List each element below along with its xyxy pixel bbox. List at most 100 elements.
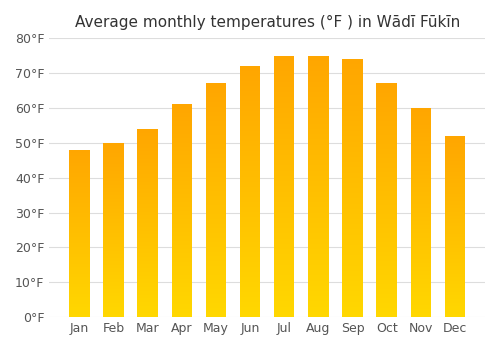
Bar <box>240 312 260 315</box>
Bar <box>376 294 397 296</box>
Bar <box>410 152 431 154</box>
Bar <box>444 152 465 154</box>
Bar <box>104 197 124 198</box>
Bar <box>69 299 89 300</box>
Bar <box>274 134 294 136</box>
Bar <box>172 302 192 304</box>
Bar <box>104 176 124 178</box>
Bar <box>274 212 294 215</box>
Bar <box>376 170 397 172</box>
Bar <box>206 93 226 95</box>
Bar <box>69 262 89 264</box>
Bar <box>240 81 260 84</box>
Bar <box>342 193 363 196</box>
Bar <box>172 234 192 236</box>
Bar <box>308 71 328 74</box>
Bar <box>206 182 226 184</box>
Bar <box>308 56 328 58</box>
Bar <box>104 268 124 270</box>
Bar <box>274 275 294 278</box>
Bar <box>444 266 465 268</box>
Bar <box>104 195 124 197</box>
Bar <box>138 129 158 131</box>
Bar <box>206 95 226 98</box>
Bar <box>104 246 124 247</box>
Bar <box>308 178 328 181</box>
Bar <box>342 95 363 98</box>
Bar <box>172 298 192 300</box>
Bar <box>138 155 158 157</box>
Bar <box>410 108 431 110</box>
Bar <box>69 300 89 302</box>
Bar <box>274 315 294 317</box>
Bar <box>444 197 465 199</box>
Bar <box>444 250 465 252</box>
Bar <box>342 204 363 206</box>
Bar <box>308 82 328 84</box>
Bar <box>172 226 192 228</box>
Bar <box>206 175 226 177</box>
Bar <box>172 121 192 124</box>
Bar <box>206 161 226 163</box>
Bar <box>69 284 89 285</box>
Bar <box>274 218 294 220</box>
Bar <box>444 236 465 237</box>
Bar <box>206 137 226 140</box>
Bar <box>104 254 124 256</box>
Bar <box>308 118 328 121</box>
Bar <box>138 308 158 310</box>
Bar <box>206 179 226 182</box>
Bar <box>172 232 192 234</box>
Bar <box>104 164 124 166</box>
Bar <box>342 126 363 129</box>
Bar <box>410 175 431 177</box>
Bar <box>69 227 89 229</box>
Bar <box>444 315 465 317</box>
Bar <box>172 132 192 134</box>
Bar <box>308 283 328 286</box>
Bar <box>274 288 294 291</box>
Bar <box>172 215 192 217</box>
Bar <box>172 270 192 272</box>
Bar <box>274 246 294 249</box>
Bar <box>104 190 124 191</box>
Bar <box>274 267 294 270</box>
Bar <box>240 289 260 292</box>
Bar <box>308 226 328 228</box>
Bar <box>240 189 260 191</box>
Bar <box>138 246 158 247</box>
Bar <box>104 233 124 235</box>
Bar <box>240 71 260 74</box>
Bar <box>410 212 431 215</box>
Bar <box>240 214 260 217</box>
Bar <box>69 168 89 170</box>
Bar <box>138 253 158 255</box>
Bar <box>206 210 226 212</box>
Bar <box>410 279 431 281</box>
Bar <box>444 308 465 310</box>
Bar <box>308 231 328 233</box>
Bar <box>69 173 89 175</box>
Bar <box>274 116 294 118</box>
Bar <box>172 189 192 191</box>
Bar <box>104 184 124 186</box>
Bar <box>410 127 431 129</box>
Bar <box>376 123 397 126</box>
Bar <box>69 238 89 240</box>
Bar <box>206 177 226 179</box>
Bar <box>342 80 363 82</box>
Bar <box>104 191 124 193</box>
Bar <box>104 207 124 209</box>
Bar <box>342 160 363 162</box>
Bar <box>69 274 89 275</box>
Bar <box>376 249 397 252</box>
Bar <box>206 191 226 193</box>
Bar <box>206 247 226 249</box>
Bar <box>444 185 465 187</box>
Bar <box>104 260 124 261</box>
Bar <box>342 67 363 69</box>
Bar <box>308 202 328 205</box>
Bar <box>444 172 465 174</box>
Bar <box>104 265 124 267</box>
Bar <box>69 191 89 193</box>
